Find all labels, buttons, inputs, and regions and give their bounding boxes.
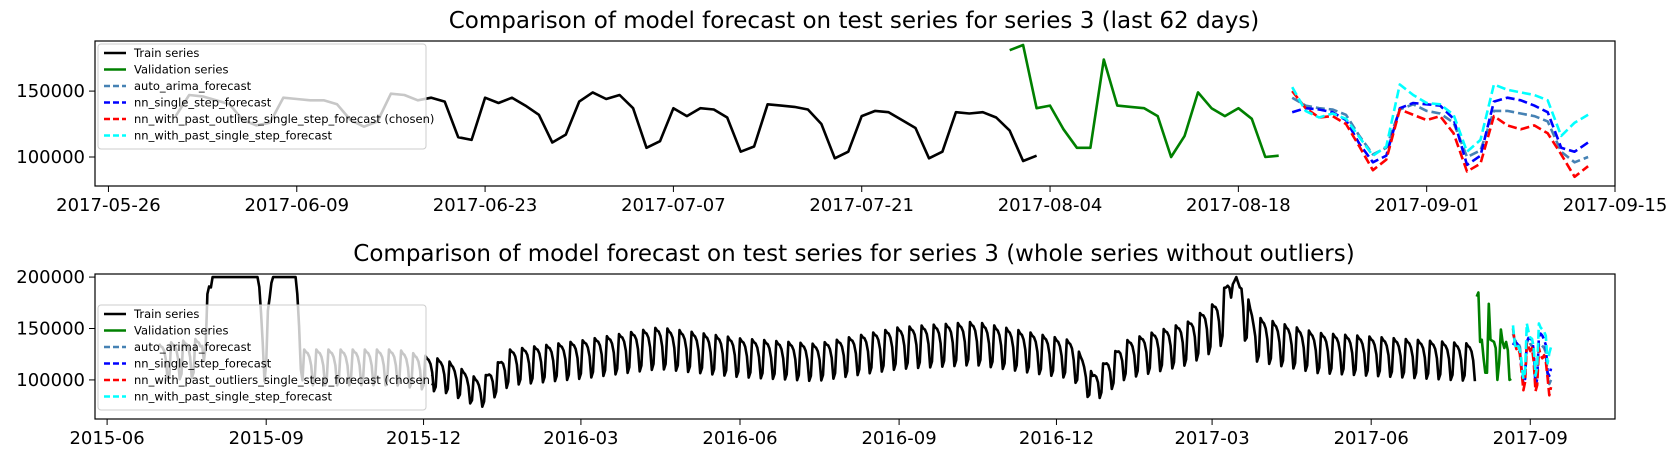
y-axis-ticks: 100000 150000 200000 xyxy=(16,267,95,391)
legend-label: nn_with_past_single_step_forecast xyxy=(134,129,332,143)
y-tick-label: 100000 xyxy=(16,147,85,168)
x-tick-label: 2016-12 xyxy=(1019,428,1094,449)
x-tick-label: 2015-12 xyxy=(386,428,461,449)
x-tick-label: 2017-07-21 xyxy=(809,195,914,216)
chart-title: Comparison of model forecast on test ser… xyxy=(353,241,1354,267)
x-tick-label: 2015-09 xyxy=(229,428,304,449)
series-line-nn-with-past-single-step-forecast xyxy=(1511,322,1553,381)
legend-label: Train series xyxy=(133,307,199,321)
legend-label: nn_single_step_forecast xyxy=(134,357,272,371)
legend-label: nn_with_past_single_step_forecast xyxy=(134,390,332,404)
x-tick-label: 2017-09 xyxy=(1493,428,1568,449)
legend-label: Train series xyxy=(133,46,199,60)
legend-box xyxy=(97,43,427,150)
x-tick-label: 2017-06 xyxy=(1334,428,1409,449)
chart-title: Comparison of model forecast on test ser… xyxy=(449,8,1260,34)
chart-panel-whole-series: Comparison of model forecast on test ser… xyxy=(16,241,1616,449)
series-line-nn-with-past-outliers-single-step-forecast-chosen- xyxy=(1291,90,1589,179)
x-tick-label: 2015-06 xyxy=(69,428,144,449)
legend: Train series Validation series auto_arima_… xyxy=(97,43,434,150)
legend-box xyxy=(97,304,427,411)
x-tick-label: 2017-07-07 xyxy=(621,195,726,216)
series-line-validation-series xyxy=(1475,291,1512,382)
x-tick-label: 2017-06-09 xyxy=(244,195,349,216)
x-tick-label: 2016-06 xyxy=(702,428,777,449)
x-tick-label: 2016-09 xyxy=(861,428,936,449)
x-tick-label: 2017-08-18 xyxy=(1186,195,1291,216)
series-line-validation-series xyxy=(1009,43,1279,159)
chart-panel-last-62-days: Comparison of model forecast on test ser… xyxy=(16,8,1667,216)
y-tick-label: 150000 xyxy=(16,81,85,102)
y-axis-ticks: 100000 150000 xyxy=(16,81,95,168)
legend-label: auto_arima_forecast xyxy=(134,340,252,354)
series-line-nn-single-step-forecast xyxy=(1291,96,1589,167)
legend-label: nn_with_past_outliers_single_step_foreca… xyxy=(134,373,434,387)
legend-label: Validation series xyxy=(134,63,229,77)
y-tick-label: 150000 xyxy=(16,319,85,340)
x-tick-label: 2017-09-15 xyxy=(1563,195,1668,216)
series-line-auto-arima-forecast xyxy=(1291,96,1589,164)
x-tick-label: 2016-03 xyxy=(543,428,618,449)
x-tick-label: 2017-09-01 xyxy=(1374,195,1479,216)
x-tick-label: 2017-05-26 xyxy=(56,195,161,216)
x-tick-label: 2017-03 xyxy=(1174,428,1249,449)
legend-label: Validation series xyxy=(134,324,229,338)
legend: Train series Validation series auto_arima_… xyxy=(97,304,434,411)
x-axis-ticks: 2015-06 2015-09 2015-12 2016-03 2016-06 2016-… xyxy=(69,419,1568,449)
legend-label: nn_with_past_outliers_single_step_foreca… xyxy=(134,112,434,126)
y-tick-label: 100000 xyxy=(16,370,85,391)
y-tick-label: 200000 xyxy=(16,267,85,288)
x-tick-label: 2017-06-23 xyxy=(433,195,538,216)
legend-label: nn_single_step_forecast xyxy=(134,96,272,110)
x-axis-ticks: 2017-05-26 2017-06-09 2017-06-23 2017-07-07… xyxy=(56,186,1667,216)
series-line-nn-with-past-single-step-forecast xyxy=(1291,83,1589,157)
legend-label: auto_arima_forecast xyxy=(134,79,252,93)
x-tick-label: 2017-08-04 xyxy=(998,195,1103,216)
